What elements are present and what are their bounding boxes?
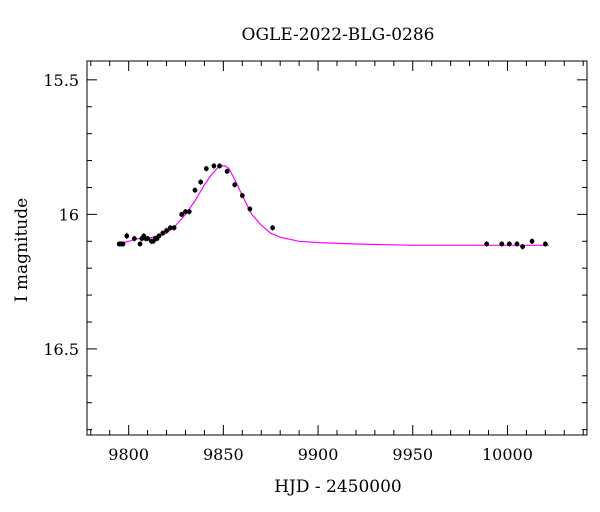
point-marker xyxy=(131,236,137,241)
point-marker xyxy=(484,241,490,247)
data-point xyxy=(270,225,276,231)
point-marker xyxy=(145,236,151,241)
data-point xyxy=(224,168,230,175)
point-marker xyxy=(520,244,526,250)
data-point xyxy=(203,165,209,172)
data-point xyxy=(164,227,169,234)
point-marker xyxy=(198,179,204,185)
data-point xyxy=(484,241,490,247)
point-marker xyxy=(224,168,230,174)
data-point xyxy=(211,163,217,169)
point-marker xyxy=(211,163,217,169)
point-marker xyxy=(203,166,209,172)
data-point xyxy=(124,232,130,240)
point-marker xyxy=(232,182,238,188)
chart-title: OGLE-2022-BLG-0286 xyxy=(242,25,435,45)
data-point xyxy=(520,243,526,250)
point-marker xyxy=(270,225,276,231)
data-point xyxy=(499,241,505,247)
point-marker xyxy=(167,225,173,231)
data-point xyxy=(198,179,204,185)
point-marker xyxy=(542,241,548,247)
data-point xyxy=(160,230,166,236)
point-marker xyxy=(171,225,177,231)
point-marker xyxy=(186,209,192,215)
data-point xyxy=(167,225,173,231)
y-tick-label: 15.5 xyxy=(43,71,79,90)
y-tick-label: 16.5 xyxy=(43,340,79,359)
x-tick-label: 9900 xyxy=(298,445,339,464)
data-point xyxy=(137,241,143,247)
data-point xyxy=(131,235,137,242)
data-point xyxy=(192,187,198,193)
data-point xyxy=(239,192,245,199)
data-point xyxy=(179,211,185,218)
y-axis-label: I magnitude xyxy=(12,198,32,302)
x-tick-label: 9800 xyxy=(108,445,149,464)
tick-labels: 9800 9850 9900 9950 10000 15.5 16 16.5 xyxy=(43,71,533,464)
point-marker xyxy=(529,238,535,244)
point-marker xyxy=(514,241,520,247)
point-marker xyxy=(239,193,245,198)
data-point xyxy=(542,241,548,247)
x-tick-label: 9950 xyxy=(392,445,433,464)
point-marker xyxy=(183,209,188,215)
data-point xyxy=(145,235,151,242)
data-points xyxy=(116,163,548,250)
point-marker xyxy=(179,211,185,217)
y-tick-label: 16 xyxy=(59,205,79,224)
data-point xyxy=(232,182,238,188)
point-marker xyxy=(160,230,166,236)
data-point xyxy=(156,233,162,239)
data-point xyxy=(120,241,126,247)
point-marker xyxy=(192,187,198,193)
data-point xyxy=(183,208,188,215)
x-tick-label: 9850 xyxy=(203,445,244,464)
point-marker xyxy=(124,233,130,239)
data-point xyxy=(247,206,253,212)
data-point xyxy=(186,208,192,215)
data-point xyxy=(514,241,520,247)
point-marker xyxy=(499,241,505,247)
axis-ticks xyxy=(87,61,587,435)
model-curve xyxy=(119,165,550,246)
data-point xyxy=(506,241,512,247)
data-point xyxy=(171,225,177,231)
point-marker xyxy=(506,241,512,247)
data-point xyxy=(217,163,222,169)
point-marker xyxy=(137,241,143,247)
point-marker xyxy=(120,241,126,247)
point-marker xyxy=(247,206,253,212)
point-marker xyxy=(156,233,162,239)
x-tick-label: 10000 xyxy=(482,445,533,464)
point-marker xyxy=(217,163,222,169)
plot-frame xyxy=(86,60,588,436)
point-marker xyxy=(164,228,169,233)
data-point xyxy=(529,238,535,244)
x-axis-label: HJD - 2450000 xyxy=(274,477,402,497)
